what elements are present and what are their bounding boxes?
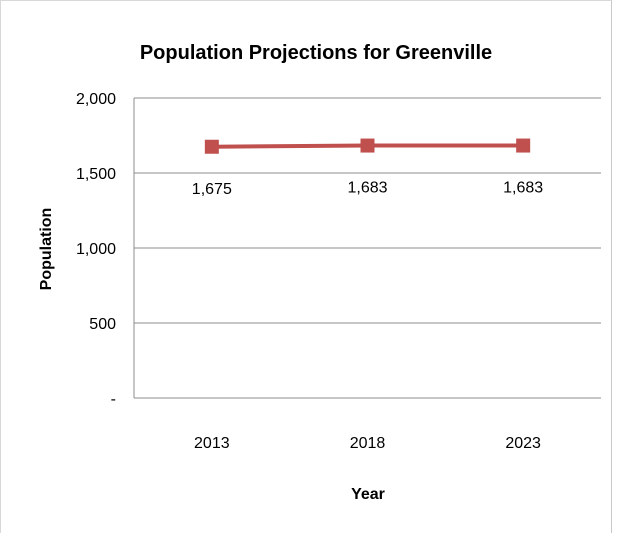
y-tick-label: 500 xyxy=(89,316,116,333)
data-point-marker xyxy=(204,139,219,154)
y-tick-label: 1,500 xyxy=(76,166,116,183)
data-label: 1,675 xyxy=(192,181,232,198)
chart-title: Population Projections for Greenville xyxy=(140,42,492,64)
x-tick-label: 2013 xyxy=(194,435,230,452)
data-point-marker xyxy=(516,138,531,153)
y-tick-label: - xyxy=(111,391,116,408)
y-tick-label: 1,000 xyxy=(76,241,116,258)
x-tick-labels: 2013 2018 2023 xyxy=(194,435,541,452)
y-tick-label: 2,000 xyxy=(76,91,116,108)
data-label: 1,683 xyxy=(503,180,543,197)
x-tick-label: 2023 xyxy=(505,435,541,452)
data-point-marker xyxy=(360,138,375,153)
y-axis-label: Population xyxy=(38,208,55,291)
data-labels: 1,675 1,683 1,683 xyxy=(192,180,543,198)
x-axis-label: Year xyxy=(351,486,385,503)
series-group xyxy=(204,138,531,154)
data-label: 1,683 xyxy=(347,180,387,197)
x-tick-label: 2018 xyxy=(350,435,386,452)
y-tick-labels: - 500 1,000 1,500 2,000 xyxy=(76,91,116,408)
gridlines xyxy=(133,97,601,399)
